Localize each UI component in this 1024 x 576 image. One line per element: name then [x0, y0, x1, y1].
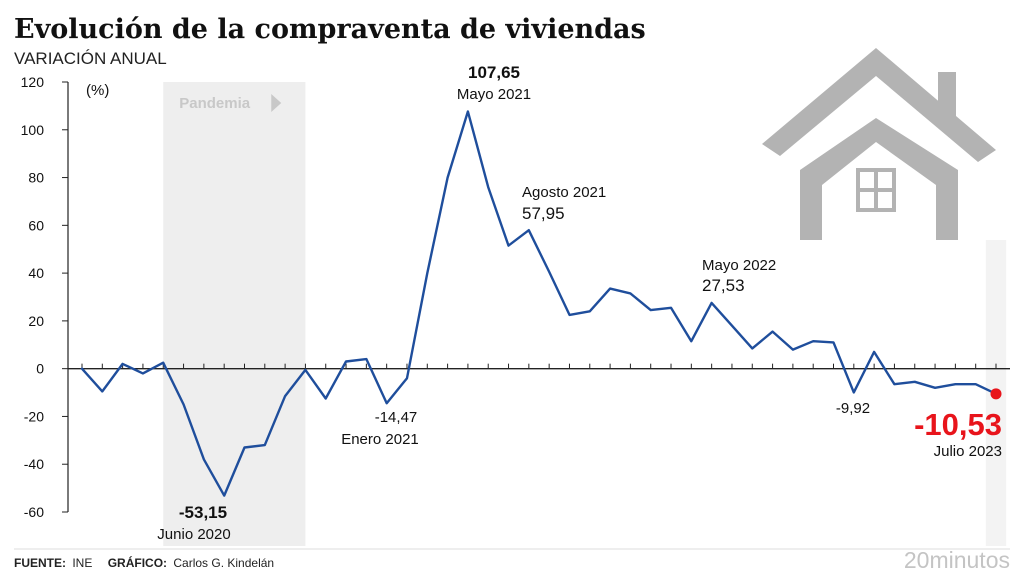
series-point: [365, 358, 368, 361]
annotation-may-2022: Mayo 2022 27,53: [702, 257, 776, 295]
series-point: [466, 110, 469, 113]
series-point: [284, 395, 287, 398]
series-point: [873, 350, 876, 353]
house-icon: [762, 48, 996, 240]
series-point: [385, 402, 388, 405]
series-point: [487, 186, 490, 189]
pandemic-band: [163, 82, 306, 546]
series-point: [405, 377, 408, 380]
series-point: [344, 360, 347, 363]
series-point: [324, 397, 327, 400]
pandemic-label-text: Pandemia: [179, 95, 251, 112]
series-point: [101, 390, 104, 393]
series-point: [527, 229, 530, 232]
annotation-ago-2021: Agosto 2021 57,95: [522, 184, 606, 223]
y-tick-label: -40: [24, 456, 44, 472]
y-tick-label: 80: [28, 170, 44, 186]
series-point: [710, 301, 713, 304]
annotation-label: Junio 2020: [157, 526, 230, 543]
series-point: [791, 348, 794, 351]
annotation-label: Mayo 2022: [702, 257, 776, 274]
series-point: [141, 372, 144, 375]
annotation-value-highlight: -10,53: [914, 407, 1002, 442]
y-tick-label: 60: [28, 217, 44, 233]
series-point: [954, 383, 957, 386]
series-point: [121, 362, 124, 365]
series-points: [80, 110, 1002, 497]
brand-logo: 20minutos: [904, 547, 1010, 573]
annotation-label: Agosto 2021: [522, 184, 606, 201]
series-point: [933, 386, 936, 389]
annotation-value: 27,53: [702, 276, 745, 295]
series-point: [588, 310, 591, 313]
series-point: [446, 176, 449, 179]
series-point: [751, 347, 754, 350]
annotation-label: Enero 2021: [341, 431, 419, 448]
final-point-highlight: [990, 388, 1002, 400]
y-tick-label: 0: [36, 361, 44, 377]
series-point: [629, 292, 632, 295]
series-point: [80, 367, 83, 370]
graphic-value: Carlos G. Kindelán: [173, 556, 274, 570]
series-point: [568, 313, 571, 316]
annotation-jun-2020: -53,15 Junio 2020: [157, 503, 230, 543]
series-point: [608, 287, 611, 290]
source-value: INE: [72, 556, 92, 570]
chart-subtitle: VARIACIÓN ANUAL: [14, 49, 167, 68]
series-point: [771, 330, 774, 333]
annotation-value: -9,92: [836, 400, 870, 417]
series-point: [263, 444, 266, 447]
series-point: [507, 244, 510, 247]
y-tick-label: 20: [28, 313, 44, 329]
y-tick-label: 40: [28, 265, 44, 281]
source-label: FUENTE:: [14, 556, 66, 570]
series-point: [162, 361, 165, 364]
series-point: [812, 340, 815, 343]
series-point: [974, 383, 977, 386]
series-point: [852, 391, 855, 394]
series-point: [893, 383, 896, 386]
annotation-may-2021: 107,65 Mayo 2021: [457, 63, 531, 103]
series-point: [669, 306, 672, 309]
series-point: [832, 341, 835, 344]
graphic-label: GRÁFICO:: [108, 555, 167, 570]
y-tick-label: 100: [21, 122, 45, 138]
series-point: [223, 494, 226, 497]
annotation-low-2023: -9,92: [836, 400, 870, 417]
series-point: [426, 272, 429, 275]
series-point: [913, 380, 916, 383]
series-point: [548, 270, 551, 273]
chart-title: Evolución de la compraventa de viviendas: [14, 14, 646, 45]
annotation-value: 57,95: [522, 204, 565, 223]
annotation-value: 107,65: [468, 63, 520, 82]
pandemic-label: Pandemia: [179, 94, 282, 112]
series-point: [182, 403, 185, 406]
house-window: [860, 172, 892, 208]
series-line: [80, 110, 998, 497]
annotation-label: Mayo 2021: [457, 86, 531, 103]
series-point: [649, 309, 652, 312]
footer-credits: FUENTE: INE GRÁFICO: Carlos G. Kindelán: [14, 555, 274, 570]
annotation-ene-2021: -14,47 Enero 2021: [341, 409, 419, 448]
annotation-value: -53,15: [179, 503, 227, 522]
series-point: [243, 446, 246, 449]
annotation-value: -14,47: [375, 409, 418, 426]
series-point: [304, 368, 307, 371]
y-tick-label: -20: [24, 408, 44, 424]
annotation-label: Julio 2023: [934, 443, 1002, 460]
series-point: [730, 324, 733, 327]
y-tick-label: 120: [21, 74, 45, 90]
series-point: [202, 458, 205, 461]
y-axis-ticks: 120 100 80 60 40 20 0 -20 -40 -60: [21, 74, 68, 520]
series-point: [690, 340, 693, 343]
play-arrow-icon: [271, 94, 282, 112]
annotation-jul-2023: -10,53 Julio 2023: [914, 407, 1002, 460]
x-axis-ticks: [81, 363, 997, 369]
y-axis-unit: (%): [86, 82, 109, 99]
y-tick-label: -60: [24, 504, 44, 520]
